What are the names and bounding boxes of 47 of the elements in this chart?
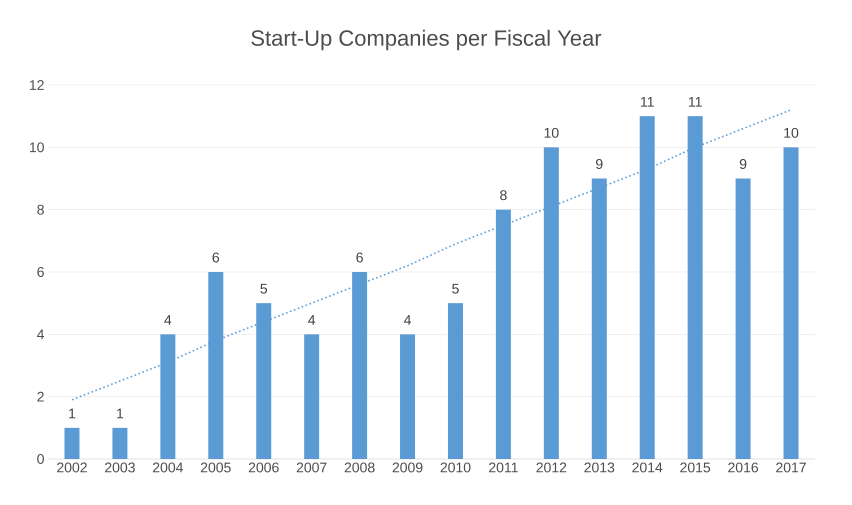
x-tick-label: 2014: [632, 462, 662, 472]
bar: [304, 334, 320, 459]
data-label: 11: [688, 96, 702, 107]
x-tick-label: 2008: [344, 462, 375, 472]
x-tick-label: 2009: [392, 462, 422, 472]
bar: [112, 428, 128, 459]
x-tick-label: 2005: [200, 462, 231, 472]
y-tick-label: 4: [37, 330, 44, 340]
y-tick-label: 0: [37, 454, 44, 464]
data-label: 11: [641, 96, 654, 107]
x-tick-label: 2004: [152, 462, 183, 472]
y-tick-label: 6: [37, 267, 44, 277]
x-tick-label: 2007: [296, 462, 327, 472]
bar: [784, 147, 799, 459]
data-label: 5: [260, 284, 268, 294]
bar: [448, 303, 463, 459]
bar: [736, 178, 751, 459]
x-tick-label: 2013: [584, 462, 614, 472]
x-tick-label: 2012: [536, 462, 566, 472]
bar: [64, 428, 80, 459]
data-label: 5: [452, 284, 459, 294]
x-tick-label: 2002: [57, 462, 87, 472]
x-tick-label: 2015: [680, 462, 710, 472]
x-tick-label: 2006: [248, 462, 279, 472]
data-label: 9: [740, 159, 746, 169]
data-label: 4: [404, 315, 412, 325]
x-tick-label: 2003: [105, 462, 135, 472]
data-label: 9: [596, 159, 603, 169]
data-label: 4: [164, 315, 172, 325]
y-tick-label: 10: [30, 142, 44, 152]
x-tick-label: 2017: [776, 462, 806, 472]
chart-title: Start-Up Companies per Fiscal Year: [251, 30, 602, 50]
y-tick-label: 8: [37, 204, 44, 215]
bar: [400, 334, 416, 459]
x-tick-label: 2016: [728, 462, 758, 472]
data-label: 8: [500, 190, 507, 200]
y-tick-label: 12: [30, 80, 44, 90]
data-label: 10: [544, 128, 559, 138]
x-tick-label: 2010: [440, 462, 470, 472]
data-label: 6: [212, 252, 220, 262]
data-label: 4: [308, 315, 316, 325]
data-label: 10: [784, 128, 798, 138]
data-label: 1: [69, 408, 76, 418]
data-label: 1: [117, 408, 124, 418]
data-label: 6: [356, 252, 363, 262]
x-tick-label: 2011: [489, 462, 518, 472]
y-tick-label: 2: [37, 392, 44, 402]
